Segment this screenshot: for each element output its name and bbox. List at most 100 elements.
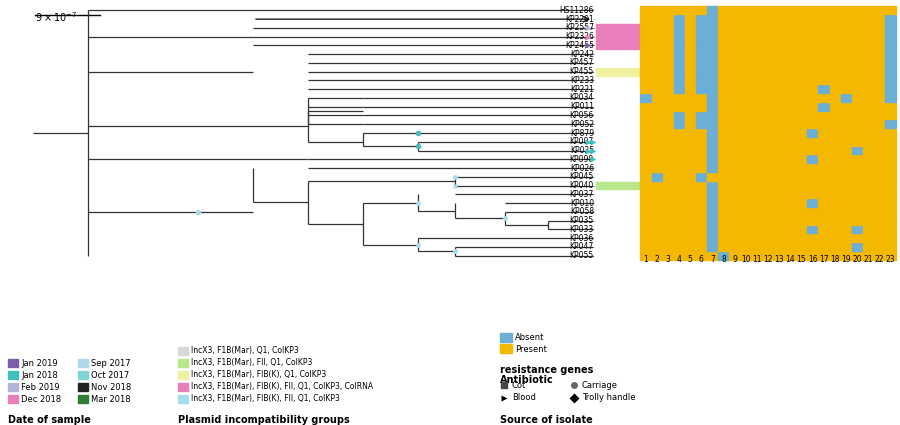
Text: IncX3, F1B(Mar), FIB(K), Q1, ColKP3: IncX3, F1B(Mar), FIB(K), Q1, ColKP3: [191, 371, 326, 380]
Bar: [830, 94, 840, 102]
Bar: [874, 173, 885, 181]
Text: Cot: Cot: [512, 380, 526, 389]
Bar: [874, 129, 885, 137]
Text: Carriage: Carriage: [582, 380, 618, 389]
Bar: [852, 41, 862, 49]
Bar: [685, 85, 696, 93]
Bar: [818, 111, 829, 119]
Bar: [818, 50, 829, 58]
Bar: [674, 120, 684, 128]
Text: KP034: KP034: [570, 94, 594, 102]
Bar: [8, 359, 18, 367]
Bar: [886, 164, 896, 172]
Bar: [874, 234, 885, 242]
Bar: [796, 190, 806, 198]
Bar: [729, 208, 740, 216]
Bar: [874, 181, 885, 190]
Bar: [78, 371, 88, 379]
Bar: [652, 155, 662, 163]
Bar: [841, 103, 851, 110]
Bar: [707, 190, 717, 198]
Bar: [641, 59, 651, 67]
Bar: [707, 155, 717, 163]
Bar: [752, 208, 762, 216]
Bar: [830, 24, 840, 32]
Bar: [696, 181, 706, 190]
Bar: [500, 333, 512, 342]
Bar: [774, 15, 784, 23]
Text: KP040: KP040: [570, 181, 594, 190]
Bar: [729, 41, 740, 49]
Bar: [674, 15, 684, 23]
Text: 12: 12: [763, 255, 773, 264]
Bar: [841, 234, 851, 242]
Bar: [596, 33, 640, 40]
Text: KP056: KP056: [570, 111, 594, 120]
Bar: [886, 76, 896, 85]
Bar: [852, 15, 862, 23]
Bar: [818, 129, 829, 137]
Bar: [830, 173, 840, 181]
Bar: [863, 41, 873, 49]
Bar: [729, 6, 740, 14]
Bar: [763, 15, 773, 23]
Bar: [807, 155, 818, 163]
Bar: [696, 138, 706, 146]
Bar: [886, 24, 896, 32]
Bar: [830, 15, 840, 23]
Bar: [718, 138, 729, 146]
Bar: [886, 94, 896, 102]
Bar: [796, 68, 806, 76]
Bar: [763, 217, 773, 224]
Bar: [886, 181, 896, 190]
Text: resistance genes: resistance genes: [500, 365, 593, 375]
Bar: [641, 50, 651, 58]
Bar: [741, 120, 751, 128]
Bar: [685, 33, 696, 41]
Bar: [729, 103, 740, 110]
Bar: [696, 15, 706, 23]
Bar: [752, 181, 762, 190]
Bar: [752, 243, 762, 251]
Bar: [818, 33, 829, 41]
Bar: [752, 225, 762, 233]
Bar: [841, 68, 851, 76]
Bar: [774, 164, 784, 172]
Bar: [662, 94, 673, 102]
Bar: [874, 41, 885, 49]
Bar: [874, 15, 885, 23]
Bar: [752, 138, 762, 146]
Bar: [752, 15, 762, 23]
Bar: [752, 234, 762, 242]
Bar: [863, 68, 873, 76]
Text: 1: 1: [644, 255, 648, 264]
Bar: [718, 76, 729, 85]
Text: Oct 2017: Oct 2017: [91, 371, 130, 380]
Bar: [741, 217, 751, 224]
Bar: [852, 129, 862, 137]
Bar: [696, 190, 706, 198]
Bar: [841, 6, 851, 14]
Bar: [718, 190, 729, 198]
Bar: [741, 190, 751, 198]
Bar: [652, 138, 662, 146]
Bar: [752, 199, 762, 207]
Bar: [852, 6, 862, 14]
Bar: [696, 33, 706, 41]
Bar: [785, 94, 796, 102]
Bar: [852, 173, 862, 181]
Bar: [852, 208, 862, 216]
Bar: [729, 155, 740, 163]
Bar: [807, 243, 818, 251]
Bar: [641, 111, 651, 119]
Text: $9\times10^{-7}$: $9\times10^{-7}$: [35, 10, 77, 24]
Bar: [741, 103, 751, 110]
Text: Blood: Blood: [512, 394, 535, 402]
Bar: [752, 59, 762, 67]
Bar: [718, 243, 729, 251]
Bar: [685, 199, 696, 207]
Bar: [674, 111, 684, 119]
Text: KP047: KP047: [570, 242, 594, 251]
Bar: [785, 15, 796, 23]
Text: KP455: KP455: [570, 67, 594, 76]
